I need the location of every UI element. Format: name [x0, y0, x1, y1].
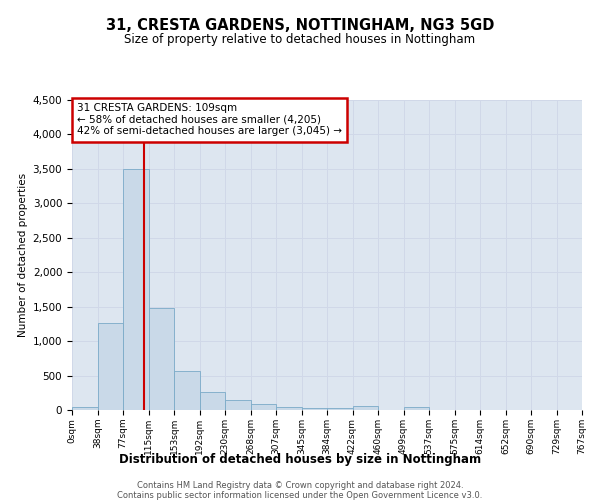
Bar [199, 392, 225, 410]
Bar [225, 400, 251, 410]
Bar [302, 408, 327, 410]
Bar [97, 322, 123, 410]
Bar [72, 406, 97, 410]
Y-axis label: Number of detached properties: Number of detached properties [19, 173, 28, 337]
Text: Contains HM Land Registry data © Crown copyright and database right 2024.: Contains HM Land Registry data © Crown c… [137, 481, 463, 490]
Text: Size of property relative to detached houses in Nottingham: Size of property relative to detached ho… [124, 32, 476, 46]
Bar [123, 169, 149, 410]
Text: 31 CRESTA GARDENS: 109sqm
← 58% of detached houses are smaller (4,205)
42% of se: 31 CRESTA GARDENS: 109sqm ← 58% of detac… [77, 103, 342, 136]
Bar [353, 406, 378, 410]
Bar [327, 408, 353, 410]
Bar [174, 370, 199, 410]
Bar [251, 404, 276, 410]
Text: Contains public sector information licensed under the Open Government Licence v3: Contains public sector information licen… [118, 491, 482, 500]
Text: Distribution of detached houses by size in Nottingham: Distribution of detached houses by size … [119, 452, 481, 466]
Bar [276, 406, 302, 410]
Bar [149, 308, 174, 410]
Text: 31, CRESTA GARDENS, NOTTINGHAM, NG3 5GD: 31, CRESTA GARDENS, NOTTINGHAM, NG3 5GD [106, 18, 494, 32]
Bar [404, 406, 429, 410]
